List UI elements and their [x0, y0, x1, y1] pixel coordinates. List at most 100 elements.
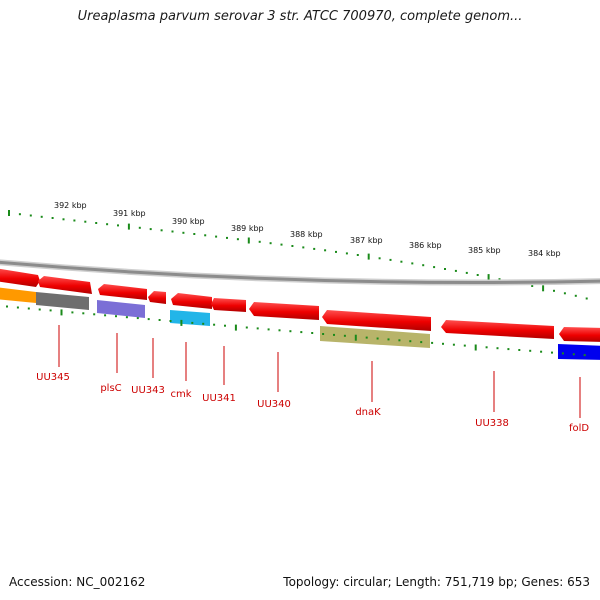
scale-tick — [376, 337, 379, 340]
scale-tick — [6, 305, 8, 308]
gene-label-uu345[interactable]: UU345 — [36, 372, 70, 383]
gene-label-dnak[interactable]: dnaK — [355, 407, 381, 418]
scale-tick — [60, 309, 63, 316]
scale-tick — [476, 274, 479, 276]
scale-tick — [147, 318, 150, 321]
gene-label-uu341[interactable]: UU341 — [202, 393, 236, 404]
scale-tick — [138, 226, 141, 229]
scale-tick — [431, 341, 434, 344]
scale-tick — [356, 254, 359, 256]
scale-tick — [574, 294, 577, 297]
cds-track — [0, 268, 600, 342]
map-title: Ureaplasma parvum serovar 3 str. ATCC 70… — [77, 9, 523, 24]
scale-tick — [8, 210, 10, 216]
scale-tick — [291, 245, 294, 247]
category-block[interactable] — [97, 300, 145, 318]
gene-label-fold[interactable]: folD — [569, 423, 589, 434]
scale-tick-label: 387 kbp — [350, 236, 383, 245]
scale-tick — [125, 316, 128, 319]
scale-tick — [463, 344, 466, 347]
scale-tick — [313, 247, 316, 250]
scale-tick — [529, 349, 532, 352]
scale-tick — [182, 231, 185, 234]
gene-label-plsc[interactable]: plsC — [100, 383, 121, 394]
scale-tick — [354, 334, 357, 341]
scale-tick — [73, 219, 76, 222]
scale-tick — [258, 240, 261, 243]
scale-tick-label: 392 kbp — [54, 201, 87, 210]
scale-tick-label: 391 kbp — [113, 209, 146, 218]
scale-tick — [40, 215, 43, 218]
gene-leader-lines — [58, 325, 581, 418]
outer-scale-ticks — [8, 210, 588, 300]
scale-tick — [335, 250, 337, 253]
scale-tick — [561, 352, 564, 355]
scale-tick — [62, 218, 65, 221]
scale-tick — [204, 234, 207, 237]
scale-tick — [16, 306, 19, 309]
gene-arrow[interactable] — [441, 320, 554, 339]
scale-tick — [507, 348, 510, 351]
scale-tick — [551, 351, 553, 354]
gene-arrow[interactable] — [171, 293, 212, 309]
category-block[interactable] — [320, 326, 430, 348]
scale-tick — [171, 230, 174, 233]
gene-arrow[interactable] — [322, 310, 431, 331]
scale-tick — [280, 243, 283, 246]
scale-tick — [95, 222, 98, 224]
gene-arrow[interactable] — [211, 298, 246, 312]
gene-label-uu338[interactable]: UU338 — [475, 418, 509, 429]
category-block[interactable] — [0, 287, 36, 303]
scale-tick — [234, 324, 237, 331]
scale-tick-label: 386 kbp — [409, 241, 442, 250]
scale-tick — [583, 354, 586, 357]
scale-tick-label: 384 kbp — [528, 249, 561, 258]
scale-tick — [82, 312, 85, 315]
gene-arrow[interactable] — [38, 276, 92, 294]
genome-summary-text: Topology: circular; Length: 751,719 bp; … — [283, 575, 590, 589]
gene-label-cmk[interactable]: cmk — [170, 389, 191, 400]
scale-tick — [117, 224, 119, 227]
gene-arrow[interactable] — [148, 291, 166, 304]
scale-tick — [322, 333, 325, 335]
category-block[interactable] — [36, 292, 89, 310]
scale-tick — [387, 338, 390, 341]
scale-tick — [269, 242, 272, 245]
scale-tick — [27, 307, 30, 310]
scale-tick — [49, 309, 52, 312]
category-block[interactable] — [170, 310, 210, 326]
scale-tick — [245, 326, 248, 329]
scale-tick — [267, 328, 270, 331]
scale-tick — [29, 214, 32, 217]
scale-tick — [224, 324, 226, 327]
scale-tick — [311, 332, 314, 334]
gene-arrow[interactable] — [249, 302, 319, 320]
scale-tick-label: 389 kbp — [231, 224, 264, 233]
scale-tick — [496, 347, 499, 350]
gene-arrow[interactable] — [98, 284, 147, 300]
scale-tick — [289, 330, 292, 333]
scale-tick — [256, 327, 259, 330]
gene-label-uu343[interactable]: UU343 — [131, 385, 165, 396]
gene-arrow[interactable] — [559, 327, 600, 342]
scale-tick — [442, 342, 444, 345]
scale-tick — [563, 292, 566, 295]
scale-tick — [247, 237, 250, 244]
scale-tick — [213, 323, 216, 326]
scale-tick — [485, 346, 488, 349]
accession-text: Accession: NC_002162 — [9, 575, 146, 589]
scale-tick — [127, 223, 130, 230]
category-block[interactable] — [558, 344, 600, 360]
scale-tick — [136, 317, 139, 320]
scale-tick — [104, 314, 107, 317]
scale-tick — [345, 252, 348, 255]
gene-label-uu340[interactable]: UU340 — [257, 399, 291, 410]
genome-backbone — [0, 259, 600, 286]
scale-tick — [202, 322, 205, 325]
scale-tick-label: 390 kbp — [172, 217, 205, 226]
scale-tick — [149, 228, 152, 231]
scale-tick — [333, 333, 335, 336]
scale-tick — [215, 235, 218, 238]
scale-tick — [553, 289, 555, 292]
gene-arrow[interactable] — [0, 268, 40, 287]
